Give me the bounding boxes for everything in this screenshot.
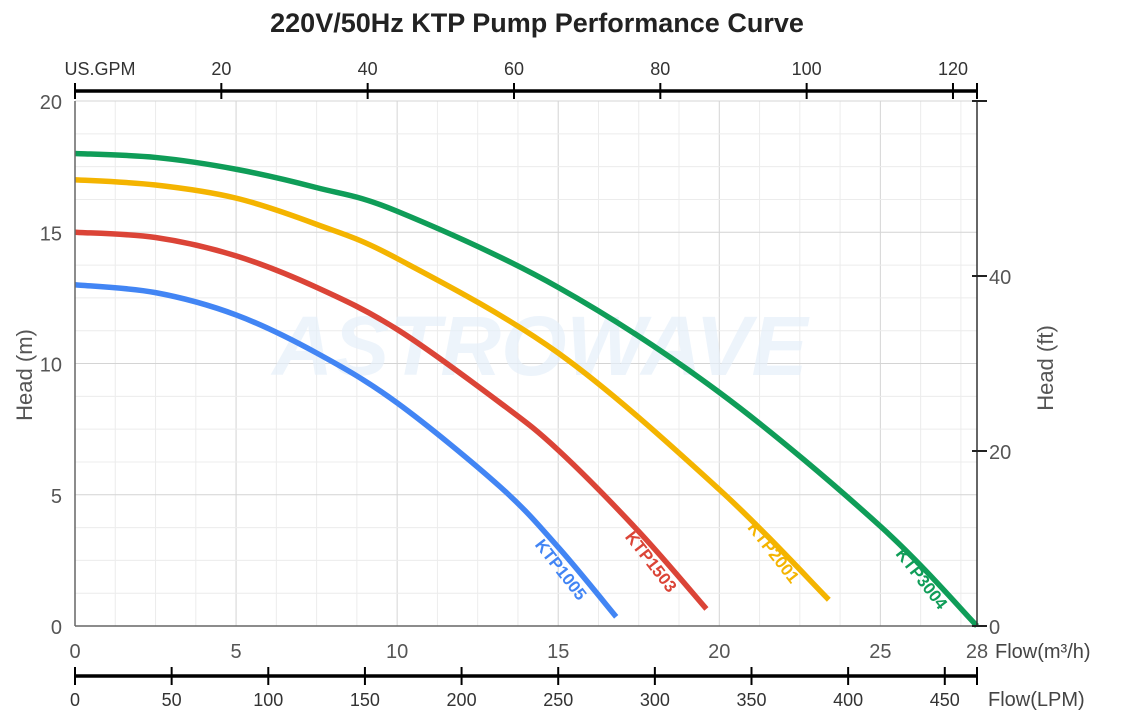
- x-tick-label: 5: [231, 641, 242, 663]
- x-tick-label: 20: [708, 641, 730, 663]
- gpm-tick-label: 60: [504, 59, 524, 79]
- lpm-tick-label: 350: [736, 690, 766, 710]
- x-axis-title: Flow(m³/h): [995, 641, 1091, 663]
- series-label-ktp3004: KTP3004: [892, 545, 952, 614]
- y2-tick-label: 0: [989, 617, 1000, 639]
- lpm-tick-label: 50: [162, 690, 182, 710]
- x-tick-label: 15: [547, 641, 569, 663]
- gpm-tick-label: 80: [650, 59, 670, 79]
- y-tick-label: 0: [51, 617, 62, 639]
- y-tick-label: 5: [51, 486, 62, 508]
- lpm-tick-label: 300: [640, 690, 670, 710]
- lpm-tick-label: 400: [833, 690, 863, 710]
- y2-axis-title: Head (ft): [1033, 325, 1058, 411]
- series-line-ktp3004: [74, 150, 979, 628]
- lpm-tick-label: 200: [447, 690, 477, 710]
- gpm-tick-label: 40: [358, 59, 378, 79]
- grid: [74, 100, 977, 627]
- series-line-ktp1503: [74, 229, 709, 611]
- lpm-tick-label: 450: [930, 690, 960, 710]
- lpm-tick-label: 100: [253, 690, 283, 710]
- x-tick-label: 0: [69, 641, 80, 663]
- gpm-tick-label: 20: [211, 59, 231, 79]
- watermark-logo: ASTROWAVE: [270, 299, 810, 393]
- series-label-ktp1503: KTP1503: [621, 528, 680, 596]
- y2-tick-label: 20: [989, 442, 1011, 464]
- x-tick-label: 10: [386, 641, 408, 663]
- lpm-tick-label: 250: [543, 690, 573, 710]
- lpm-tick-label: 150: [350, 690, 380, 710]
- series-line-ktp1005: [74, 282, 619, 619]
- gpm-tick-label: 100: [792, 59, 822, 79]
- series-line-ktp2001: [74, 177, 831, 602]
- gpm-axis-title: US.GPM: [64, 59, 135, 79]
- x-tick-label: 25: [869, 641, 891, 663]
- lpm-tick-label: 0: [70, 690, 80, 710]
- gpm-tick-label: 120: [938, 59, 968, 79]
- chart-title: 220V/50Hz KTP Pump Performance Curve: [270, 8, 804, 38]
- x-tick-label: 28: [966, 641, 988, 663]
- y-tick-label: 10: [40, 355, 62, 377]
- lpm-axis-title: Flow(LPM): [988, 689, 1085, 711]
- y2-tick-label: 40: [989, 267, 1011, 289]
- y-tick-label: 20: [40, 92, 62, 114]
- series-label-ktp2001: KTP2001: [744, 519, 803, 587]
- y-tick-label: 15: [40, 223, 62, 245]
- y-axis-title: Head (m): [12, 329, 37, 421]
